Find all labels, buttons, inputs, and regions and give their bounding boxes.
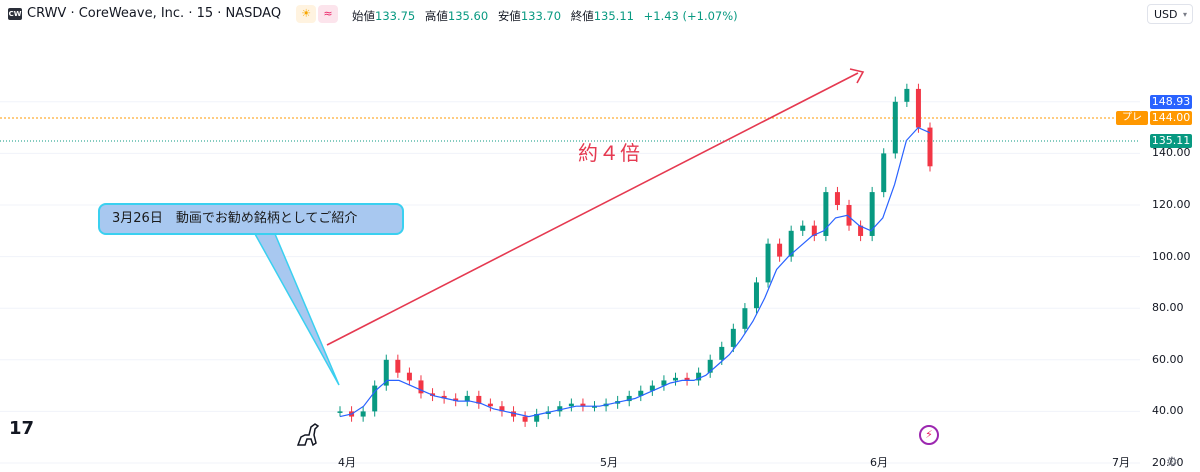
candle-body <box>580 403 586 407</box>
candle-body <box>696 372 702 381</box>
lightning-icon[interactable]: ⚡ <box>919 425 939 445</box>
candle-body <box>464 395 470 402</box>
candle-body <box>788 230 794 257</box>
market-hours-sun-icon[interactable]: ☀ <box>296 5 316 23</box>
candle-body <box>915 88 921 128</box>
time-label-jun: 6月 <box>870 456 888 469</box>
change-value: +1.43 (+1.07%) <box>643 9 738 23</box>
candle-body <box>453 398 459 402</box>
premarket-price-tag: 144.00 <box>1150 111 1192 125</box>
candle-body <box>441 395 447 399</box>
candle-body <box>487 403 493 407</box>
gear-icon[interactable]: ⚙ <box>1166 455 1178 470</box>
ohlc-readout: 始値133.75 高値135.60 安値133.70 終値135.11 +1.4… <box>352 8 744 24</box>
growth-label[interactable]: 約４倍 <box>578 141 641 165</box>
candle-body <box>511 411 517 417</box>
candle-body <box>707 359 713 373</box>
low-value: 133.70 <box>520 9 562 23</box>
symbol-logo-icon: CW <box>8 8 22 20</box>
candle-body <box>765 243 771 283</box>
time-label-jul: 7月 <box>1112 456 1130 469</box>
high-label: 高値 <box>424 9 448 23</box>
candle-body <box>626 395 632 402</box>
candle-body <box>904 88 910 102</box>
candle-body <box>395 359 401 373</box>
chevron-down-icon: ▾ <box>1182 10 1187 19</box>
candle-body <box>823 192 829 236</box>
candle-body <box>360 411 366 417</box>
candle-body <box>858 225 864 236</box>
close-value: 135.11 <box>593 9 634 23</box>
price-axis-tick: 80.00 <box>1152 301 1184 315</box>
premarket-label-tag: プレ <box>1116 111 1148 125</box>
candle-body <box>892 101 898 154</box>
high-value: 135.60 <box>447 9 489 23</box>
candle-body <box>476 395 482 404</box>
candle-body <box>568 403 574 407</box>
growth-arrow-line[interactable] <box>326 72 859 346</box>
data-status-icon[interactable]: ≈ <box>318 5 338 23</box>
candle-body <box>834 192 840 205</box>
candle-body <box>672 377 678 381</box>
open-label: 始値 <box>352 9 375 23</box>
price-axis-tick: 140.00 <box>1152 146 1191 160</box>
symbol-title[interactable]: CRWV · CoreWeave, Inc. · 15 · NASDAQ <box>27 6 282 21</box>
price-axis-tick: 40.00 <box>1152 404 1184 418</box>
candle-body <box>649 385 655 391</box>
candle-body <box>418 380 424 394</box>
moving-average-line <box>339 126 931 418</box>
candle-body <box>557 406 563 412</box>
callout-note[interactable]: 3月26日 動画でお勧め銘柄としてご紹介 <box>98 203 404 235</box>
candle-body <box>406 372 412 381</box>
dino-icon[interactable] <box>295 421 321 447</box>
last-price-tag: 135.11 <box>1150 134 1192 148</box>
candle-body <box>638 390 644 396</box>
chart-header: CW CRWV · CoreWeave, Inc. · 15 · NASDAQ … <box>0 0 1140 30</box>
candle-body <box>881 153 887 193</box>
candle-body <box>592 406 598 408</box>
growth-arrow-head-icon <box>849 68 865 84</box>
time-label-may: 5月 <box>600 456 618 469</box>
candle-body <box>927 127 933 167</box>
candle-body <box>534 413 540 422</box>
currency-label: USD <box>1154 8 1178 21</box>
candle-body <box>777 243 783 257</box>
candle-body <box>522 416 528 422</box>
candle-body <box>742 308 748 329</box>
candle-body <box>372 385 378 412</box>
price-axis-tick: 100.00 <box>1152 249 1191 263</box>
time-label-apr: 4月 <box>338 456 356 469</box>
open-value: 133.75 <box>375 9 416 23</box>
candle-body <box>383 359 389 386</box>
tradingview-logo[interactable]: 17 <box>9 418 35 439</box>
close-label: 終値 <box>570 9 594 23</box>
ma-price-tag: 148.93 <box>1150 95 1192 109</box>
candle-body <box>800 225 806 231</box>
candle-body <box>499 406 505 412</box>
candle-body <box>337 411 343 413</box>
candles-series <box>337 83 933 427</box>
price-axis-tick: 60.00 <box>1152 352 1184 366</box>
price-axis-tick: 120.00 <box>1152 198 1191 211</box>
candle-body <box>869 192 875 236</box>
candle-body <box>730 328 736 347</box>
currency-selector[interactable]: USD ▾ <box>1147 4 1193 24</box>
candle-body <box>846 205 852 226</box>
candle-body <box>684 377 690 381</box>
candle-body <box>661 380 667 386</box>
candle-body <box>719 346 725 360</box>
chart-grid <box>0 101 1140 464</box>
candle-body <box>753 282 759 309</box>
price-axis-tick: 20.00 <box>1152 456 1184 469</box>
candle-body <box>811 225 817 236</box>
low-label: 安値 <box>497 9 521 23</box>
